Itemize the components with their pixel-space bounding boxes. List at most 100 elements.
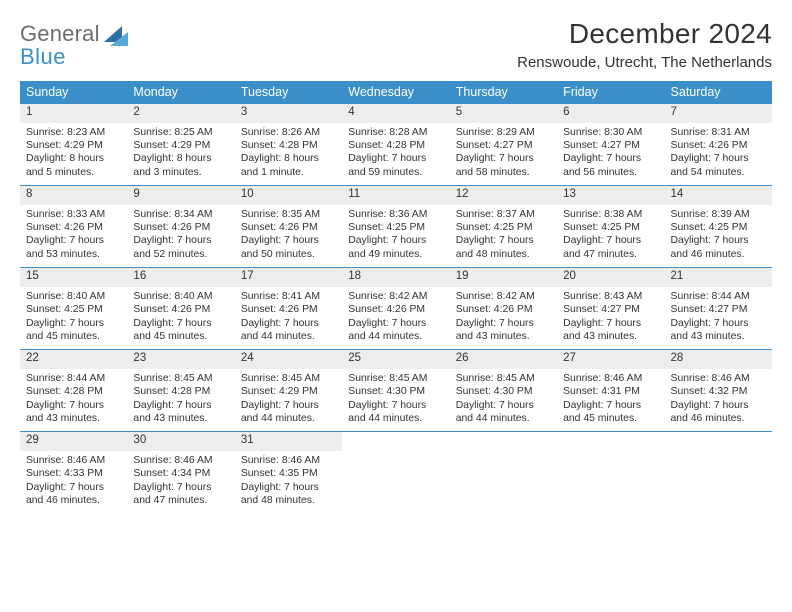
- day-number: 18: [342, 268, 449, 287]
- day-number: 16: [127, 268, 234, 287]
- weekday-header: Tuesday: [235, 81, 342, 104]
- day-number: 13: [557, 186, 664, 205]
- day-number: 3: [235, 104, 342, 123]
- calendar-day: 2Sunrise: 8:25 AMSunset: 4:29 PMDaylight…: [127, 104, 234, 185]
- day-details: Sunrise: 8:42 AMSunset: 4:26 PMDaylight:…: [342, 287, 449, 349]
- calendar-day: 18Sunrise: 8:42 AMSunset: 4:26 PMDayligh…: [342, 268, 449, 349]
- day-details: Sunrise: 8:41 AMSunset: 4:26 PMDaylight:…: [235, 287, 342, 349]
- calendar-day: 27Sunrise: 8:46 AMSunset: 4:31 PMDayligh…: [557, 350, 664, 431]
- calendar-day: 22Sunrise: 8:44 AMSunset: 4:28 PMDayligh…: [20, 350, 127, 431]
- day-details: Sunrise: 8:40 AMSunset: 4:25 PMDaylight:…: [20, 287, 127, 349]
- day-number: 7: [665, 104, 772, 123]
- calendar-week: 1Sunrise: 8:23 AMSunset: 4:29 PMDaylight…: [20, 104, 772, 186]
- weekday-header: Saturday: [665, 81, 772, 104]
- day-details: Sunrise: 8:25 AMSunset: 4:29 PMDaylight:…: [127, 123, 234, 185]
- logo: General Blue: [20, 18, 130, 68]
- day-number: 22: [20, 350, 127, 369]
- day-details: Sunrise: 8:40 AMSunset: 4:26 PMDaylight:…: [127, 287, 234, 349]
- calendar-day: 14Sunrise: 8:39 AMSunset: 4:25 PMDayligh…: [665, 186, 772, 267]
- day-details: Sunrise: 8:46 AMSunset: 4:32 PMDaylight:…: [665, 369, 772, 431]
- day-details: Sunrise: 8:29 AMSunset: 4:27 PMDaylight:…: [450, 123, 557, 185]
- day-number: 26: [450, 350, 557, 369]
- calendar-day: 11Sunrise: 8:36 AMSunset: 4:25 PMDayligh…: [342, 186, 449, 267]
- day-details: Sunrise: 8:30 AMSunset: 4:27 PMDaylight:…: [557, 123, 664, 185]
- day-number: 9: [127, 186, 234, 205]
- calendar-day: 30Sunrise: 8:46 AMSunset: 4:34 PMDayligh…: [127, 432, 234, 513]
- calendar: SundayMondayTuesdayWednesdayThursdayFrid…: [20, 81, 772, 513]
- day-details: Sunrise: 8:37 AMSunset: 4:25 PMDaylight:…: [450, 205, 557, 267]
- calendar-day: 19Sunrise: 8:42 AMSunset: 4:26 PMDayligh…: [450, 268, 557, 349]
- day-details: Sunrise: 8:36 AMSunset: 4:25 PMDaylight:…: [342, 205, 449, 267]
- day-number: 24: [235, 350, 342, 369]
- day-details: Sunrise: 8:44 AMSunset: 4:27 PMDaylight:…: [665, 287, 772, 349]
- weekday-header: Monday: [127, 81, 234, 104]
- calendar-day: 21Sunrise: 8:44 AMSunset: 4:27 PMDayligh…: [665, 268, 772, 349]
- day-number: 2: [127, 104, 234, 123]
- day-details: Sunrise: 8:33 AMSunset: 4:26 PMDaylight:…: [20, 205, 127, 267]
- logo-mark-icon: [104, 26, 130, 48]
- day-details: Sunrise: 8:45 AMSunset: 4:29 PMDaylight:…: [235, 369, 342, 431]
- day-number: 10: [235, 186, 342, 205]
- calendar-day: 17Sunrise: 8:41 AMSunset: 4:26 PMDayligh…: [235, 268, 342, 349]
- calendar-day: 20Sunrise: 8:43 AMSunset: 4:27 PMDayligh…: [557, 268, 664, 349]
- day-details: Sunrise: 8:28 AMSunset: 4:28 PMDaylight:…: [342, 123, 449, 185]
- calendar-day: 12Sunrise: 8:37 AMSunset: 4:25 PMDayligh…: [450, 186, 557, 267]
- title-block: December 2024 Renswoude, Utrecht, The Ne…: [517, 18, 772, 71]
- calendar-day: 15Sunrise: 8:40 AMSunset: 4:25 PMDayligh…: [20, 268, 127, 349]
- calendar-day: 13Sunrise: 8:38 AMSunset: 4:25 PMDayligh…: [557, 186, 664, 267]
- calendar-day: 23Sunrise: 8:45 AMSunset: 4:28 PMDayligh…: [127, 350, 234, 431]
- day-number: 5: [450, 104, 557, 123]
- calendar-day: 31Sunrise: 8:46 AMSunset: 4:35 PMDayligh…: [235, 432, 342, 513]
- day-details: Sunrise: 8:45 AMSunset: 4:28 PMDaylight:…: [127, 369, 234, 431]
- calendar-day: 1Sunrise: 8:23 AMSunset: 4:29 PMDaylight…: [20, 104, 127, 185]
- calendar-day: 4Sunrise: 8:28 AMSunset: 4:28 PMDaylight…: [342, 104, 449, 185]
- day-number: 21: [665, 268, 772, 287]
- day-number: 15: [20, 268, 127, 287]
- calendar-day: [342, 432, 449, 513]
- calendar-day: 3Sunrise: 8:26 AMSunset: 4:28 PMDaylight…: [235, 104, 342, 185]
- day-details: Sunrise: 8:46 AMSunset: 4:33 PMDaylight:…: [20, 451, 127, 513]
- logo-line2: Blue: [20, 44, 66, 69]
- day-details: Sunrise: 8:42 AMSunset: 4:26 PMDaylight:…: [450, 287, 557, 349]
- page-subtitle: Renswoude, Utrecht, The Netherlands: [517, 54, 772, 71]
- day-details: Sunrise: 8:34 AMSunset: 4:26 PMDaylight:…: [127, 205, 234, 267]
- calendar-week: 29Sunrise: 8:46 AMSunset: 4:33 PMDayligh…: [20, 432, 772, 513]
- weekday-header: Thursday: [450, 81, 557, 104]
- day-number: 6: [557, 104, 664, 123]
- header: General Blue December 2024 Renswoude, Ut…: [20, 18, 772, 71]
- weekday-header: Wednesday: [342, 81, 449, 104]
- day-number: 19: [450, 268, 557, 287]
- day-number: 8: [20, 186, 127, 205]
- calendar-body: 1Sunrise: 8:23 AMSunset: 4:29 PMDaylight…: [20, 104, 772, 513]
- calendar-day: 29Sunrise: 8:46 AMSunset: 4:33 PMDayligh…: [20, 432, 127, 513]
- calendar-week: 22Sunrise: 8:44 AMSunset: 4:28 PMDayligh…: [20, 350, 772, 432]
- day-number: 20: [557, 268, 664, 287]
- weekday-header: Sunday: [20, 81, 127, 104]
- calendar-day: 7Sunrise: 8:31 AMSunset: 4:26 PMDaylight…: [665, 104, 772, 185]
- logo-line1: General: [20, 21, 100, 46]
- day-details: Sunrise: 8:26 AMSunset: 4:28 PMDaylight:…: [235, 123, 342, 185]
- calendar-day: 10Sunrise: 8:35 AMSunset: 4:26 PMDayligh…: [235, 186, 342, 267]
- day-number: 28: [665, 350, 772, 369]
- weekday-header: Friday: [557, 81, 664, 104]
- calendar-day: [665, 432, 772, 513]
- logo-text: General Blue: [20, 22, 100, 68]
- day-details: Sunrise: 8:46 AMSunset: 4:34 PMDaylight:…: [127, 451, 234, 513]
- calendar-day: 26Sunrise: 8:45 AMSunset: 4:30 PMDayligh…: [450, 350, 557, 431]
- day-details: Sunrise: 8:43 AMSunset: 4:27 PMDaylight:…: [557, 287, 664, 349]
- calendar-week: 15Sunrise: 8:40 AMSunset: 4:25 PMDayligh…: [20, 268, 772, 350]
- day-details: Sunrise: 8:23 AMSunset: 4:29 PMDaylight:…: [20, 123, 127, 185]
- calendar-day: [450, 432, 557, 513]
- calendar-day: 25Sunrise: 8:45 AMSunset: 4:30 PMDayligh…: [342, 350, 449, 431]
- calendar-day: 28Sunrise: 8:46 AMSunset: 4:32 PMDayligh…: [665, 350, 772, 431]
- day-number: 31: [235, 432, 342, 451]
- day-number: 29: [20, 432, 127, 451]
- day-number: 14: [665, 186, 772, 205]
- day-details: Sunrise: 8:45 AMSunset: 4:30 PMDaylight:…: [342, 369, 449, 431]
- day-number: 25: [342, 350, 449, 369]
- calendar-day: 5Sunrise: 8:29 AMSunset: 4:27 PMDaylight…: [450, 104, 557, 185]
- day-number: 17: [235, 268, 342, 287]
- day-details: Sunrise: 8:35 AMSunset: 4:26 PMDaylight:…: [235, 205, 342, 267]
- calendar-day: 16Sunrise: 8:40 AMSunset: 4:26 PMDayligh…: [127, 268, 234, 349]
- page-title: December 2024: [517, 18, 772, 50]
